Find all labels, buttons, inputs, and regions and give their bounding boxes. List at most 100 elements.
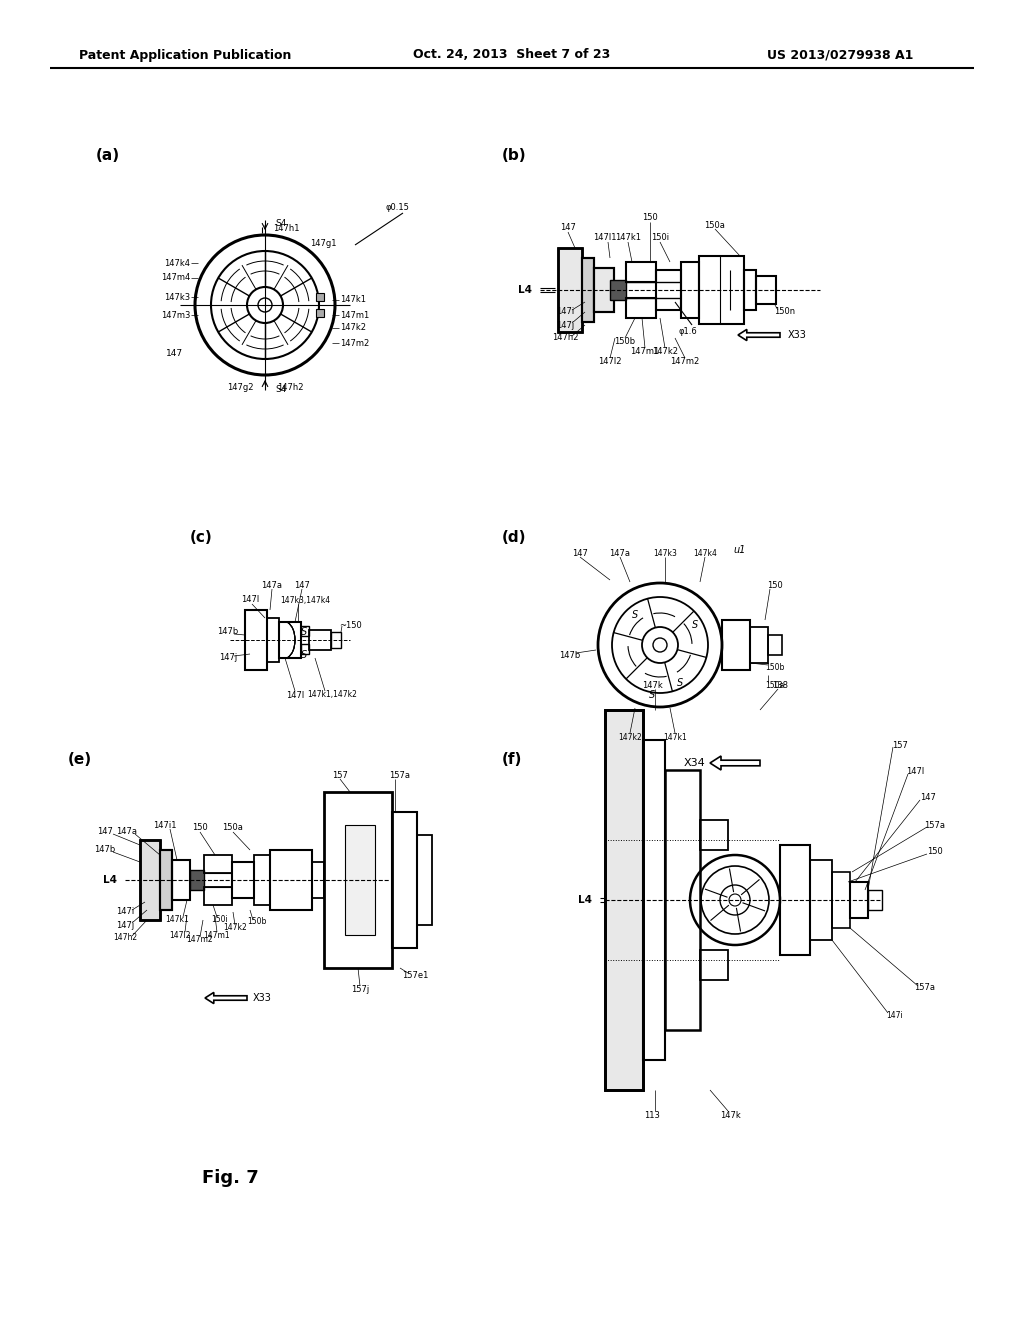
Bar xyxy=(312,862,324,898)
Text: 147l: 147l xyxy=(286,690,304,700)
Polygon shape xyxy=(738,330,780,341)
Text: ~150: ~150 xyxy=(339,620,361,630)
Text: S4: S4 xyxy=(275,219,287,227)
Bar xyxy=(831,873,850,928)
Text: 147g1: 147g1 xyxy=(310,239,337,248)
Text: 147h2: 147h2 xyxy=(278,383,303,392)
Bar xyxy=(681,261,699,318)
Bar xyxy=(780,845,810,954)
Bar xyxy=(316,293,324,301)
Bar xyxy=(850,882,868,917)
Text: 147k2: 147k2 xyxy=(618,733,642,742)
Bar xyxy=(140,840,160,920)
Text: 150b: 150b xyxy=(765,663,784,672)
Text: 147a: 147a xyxy=(117,828,137,837)
Text: 147b: 147b xyxy=(559,651,581,660)
Bar xyxy=(610,280,626,300)
Text: L4: L4 xyxy=(578,895,592,906)
Bar xyxy=(594,268,614,312)
Text: 157a: 157a xyxy=(925,821,945,829)
Text: 147i1: 147i1 xyxy=(154,821,177,829)
Text: 147a: 147a xyxy=(609,549,631,557)
Text: 147k3: 147k3 xyxy=(653,549,677,557)
Text: (d): (d) xyxy=(502,531,526,545)
Bar xyxy=(204,887,232,906)
Text: (b): (b) xyxy=(502,148,526,162)
Bar xyxy=(417,836,432,925)
Bar xyxy=(140,840,160,920)
Text: 157e1: 157e1 xyxy=(401,970,428,979)
Text: 150b: 150b xyxy=(614,338,636,346)
Text: 147i: 147i xyxy=(116,908,134,916)
Text: L4: L4 xyxy=(518,285,532,294)
Bar xyxy=(626,261,656,282)
Bar xyxy=(279,622,301,657)
Bar xyxy=(810,861,831,940)
Text: S: S xyxy=(632,610,638,620)
Text: US 2013/0279938 A1: US 2013/0279938 A1 xyxy=(767,49,913,62)
Bar xyxy=(172,861,190,900)
Text: 147m3: 147m3 xyxy=(161,310,190,319)
Bar xyxy=(626,298,656,318)
Text: (c): (c) xyxy=(190,531,213,545)
Text: S: S xyxy=(301,649,307,660)
Bar xyxy=(345,825,375,935)
Text: 150a: 150a xyxy=(222,824,244,833)
Bar xyxy=(160,850,172,909)
Text: 157: 157 xyxy=(332,771,348,780)
Text: Patent Application Publication: Patent Application Publication xyxy=(79,49,291,62)
Bar xyxy=(700,820,728,850)
Text: 147h2: 147h2 xyxy=(552,334,579,342)
Text: 157j: 157j xyxy=(351,986,369,994)
Bar xyxy=(750,627,768,663)
Bar xyxy=(190,870,204,890)
Text: 147i: 147i xyxy=(556,308,574,317)
Text: 147l: 147l xyxy=(241,595,259,605)
Text: 147: 147 xyxy=(560,223,575,232)
Text: X33: X33 xyxy=(253,993,272,1003)
Text: φ1.6: φ1.6 xyxy=(679,327,697,337)
Bar xyxy=(605,710,643,1090)
Text: 157: 157 xyxy=(892,741,908,750)
Bar xyxy=(270,850,312,909)
Bar xyxy=(722,620,750,671)
Bar xyxy=(245,610,267,671)
Bar xyxy=(868,890,882,909)
Text: 147: 147 xyxy=(97,828,113,837)
Bar xyxy=(301,644,309,653)
Bar xyxy=(656,271,681,310)
Text: X34: X34 xyxy=(683,758,705,768)
Polygon shape xyxy=(205,993,247,1003)
Bar xyxy=(232,862,254,898)
Text: 147h2: 147h2 xyxy=(113,933,137,942)
Text: 147k1,147k2: 147k1,147k2 xyxy=(307,690,357,700)
Text: 147k: 147k xyxy=(642,681,663,689)
Text: 147k4: 147k4 xyxy=(693,549,717,557)
Text: 150i: 150i xyxy=(651,234,669,243)
Text: 150: 150 xyxy=(193,824,208,833)
Bar xyxy=(204,855,232,873)
Text: 147: 147 xyxy=(572,549,588,557)
Bar xyxy=(267,618,279,663)
Text: (a): (a) xyxy=(96,148,120,162)
Text: S: S xyxy=(649,690,655,700)
Text: (e): (e) xyxy=(68,752,92,767)
Bar xyxy=(768,635,782,655)
Bar xyxy=(331,632,341,648)
Bar xyxy=(594,268,614,312)
Text: 147l2: 147l2 xyxy=(598,358,622,367)
Text: 157a: 157a xyxy=(914,983,936,993)
Text: (f): (f) xyxy=(502,752,522,767)
Polygon shape xyxy=(710,756,760,770)
Text: 147a: 147a xyxy=(261,581,283,590)
Text: 147k1: 147k1 xyxy=(340,296,366,305)
Text: 147g2: 147g2 xyxy=(226,383,253,392)
Bar xyxy=(301,626,309,636)
Text: 150: 150 xyxy=(767,581,783,590)
Text: 147k1: 147k1 xyxy=(664,733,687,742)
Text: u1: u1 xyxy=(734,545,746,554)
Bar xyxy=(558,248,582,333)
Text: 147m2: 147m2 xyxy=(340,338,370,347)
Text: 150b: 150b xyxy=(248,917,266,927)
Text: 147l1: 147l1 xyxy=(593,234,616,243)
